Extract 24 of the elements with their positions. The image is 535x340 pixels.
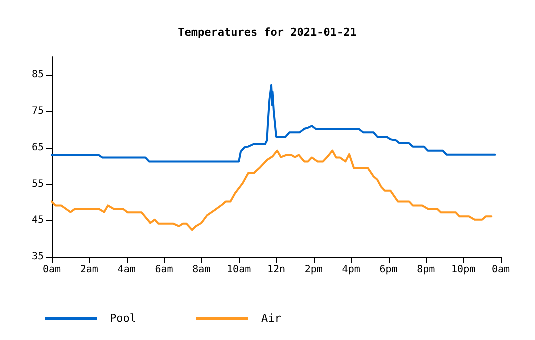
x-tick-label: 6pm (380, 264, 398, 276)
y-tick-label: 55 (32, 178, 44, 190)
x-tick-label: 10am (227, 264, 252, 276)
x-tick-label: 12n (267, 264, 286, 276)
line-series (51, 84, 496, 163)
x-tick-label: 4am (118, 264, 136, 276)
x-tick-label: 2pm (304, 264, 323, 276)
x-tick-label: 0am (42, 264, 62, 276)
y-tick-label: 35 (32, 252, 44, 262)
y-tick-label: 75 (32, 106, 44, 118)
chart-title: Temperatures for 2021-01-21 (178, 26, 358, 39)
legend-label: Air (261, 312, 282, 325)
x-tick-label: 4pm (342, 264, 360, 276)
x-tick-label: 10pm (452, 264, 476, 276)
y-tick-label: 45 (32, 215, 44, 226)
x-tick-label: 0am (492, 264, 510, 276)
x-tick-label: 2am (80, 264, 98, 276)
x-tick-label: 8pm (417, 264, 436, 276)
legend-label: Pool (110, 312, 136, 325)
line-series (51, 150, 493, 232)
y-tick-label: 65 (32, 142, 44, 154)
x-tick-label: 6am (155, 264, 174, 276)
y-tick-label: 85 (32, 70, 44, 81)
x-tick-label: 8am (192, 264, 211, 276)
